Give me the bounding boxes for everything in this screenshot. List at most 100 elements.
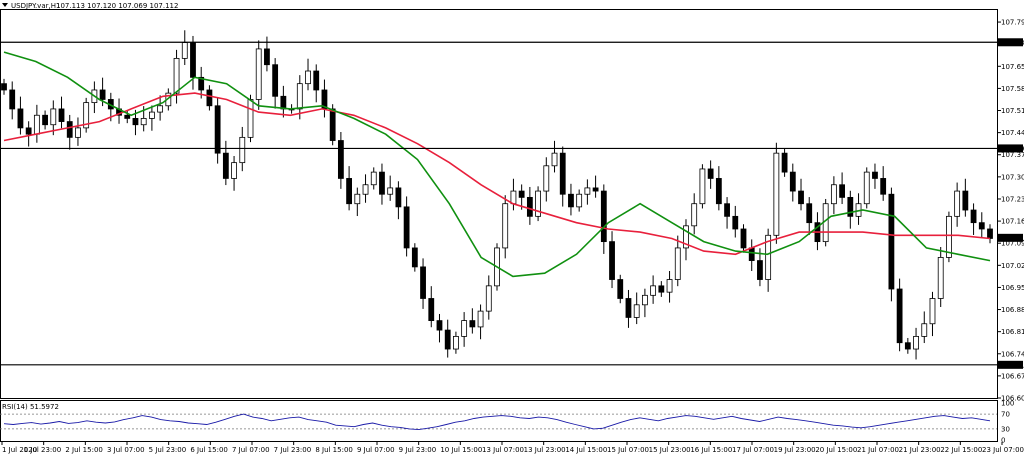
main-plot-area[interactable] <box>0 9 998 399</box>
candle-body-bear <box>444 329 451 350</box>
candle-body-bear <box>17 108 24 129</box>
candle-body-bear <box>707 168 714 179</box>
candle <box>904 337 911 354</box>
candle <box>913 327 919 360</box>
candle-body-bear <box>732 215 739 230</box>
price-tick-label: 107.165 <box>1001 218 1024 226</box>
candle-body-bull <box>642 294 648 306</box>
price-tick-label: 106.885 <box>1001 306 1024 314</box>
candle-body-bear <box>978 222 985 230</box>
candle <box>978 212 985 238</box>
candle-body-bull <box>50 108 57 126</box>
price-tick-label: 107.095 <box>1001 240 1024 248</box>
candle-body-bear <box>420 266 426 299</box>
candle <box>83 97 90 133</box>
candle <box>461 312 468 347</box>
candle-body-bull <box>148 111 155 119</box>
candle-body-bear <box>962 190 969 211</box>
time-tick-label: 13 Jul 23:00 <box>524 446 566 454</box>
candle-body-bear <box>1 83 7 91</box>
candle-body-bear <box>839 184 845 198</box>
candle-body-bear <box>313 70 320 91</box>
candle <box>798 178 804 211</box>
candle <box>863 167 870 209</box>
candle-body-bear <box>896 288 903 344</box>
candle <box>75 117 81 146</box>
time-tick-label: 6 Jul 15:00 <box>190 446 228 454</box>
time-tick-label: 8 Jul 15:00 <box>315 446 353 454</box>
candle-body-bull <box>765 234 772 280</box>
candle-body-bull <box>633 304 640 318</box>
candle-body-bear <box>987 228 993 239</box>
candle-body-bear <box>757 260 763 280</box>
candle-body-bear <box>748 247 755 261</box>
candle <box>42 110 48 130</box>
candle-body-bull <box>239 136 246 164</box>
candle <box>157 95 164 121</box>
candle-body-bull <box>683 225 689 249</box>
candle-body-bull <box>305 70 311 85</box>
candle-body-bear <box>99 89 106 100</box>
candle-body-bear <box>436 320 443 331</box>
price-tick-label: 107.585 <box>1001 85 1024 93</box>
candle <box>17 96 24 135</box>
candle <box>428 286 435 328</box>
candle <box>272 58 279 109</box>
candle <box>765 228 772 292</box>
time-tick-label: 21 Jul 23:00 <box>899 446 941 454</box>
ohlc-values: 107.113 107.120 107.069 107.112 <box>56 2 178 10</box>
candle <box>658 281 665 297</box>
candle <box>444 319 451 358</box>
candle-body-bull <box>181 42 188 59</box>
candle-body-bear <box>798 190 804 205</box>
rsi-scale-label: 70 <box>1001 411 1010 419</box>
candle-body-bull <box>173 57 180 94</box>
rsi-label: RSI(14) 51.5972 <box>2 403 59 411</box>
time-tick-label: 10 Jul 15:00 <box>440 446 482 454</box>
level-price-tag <box>998 38 1023 47</box>
candle-body-bear <box>904 342 911 350</box>
candle-body-bull <box>140 118 147 126</box>
candle <box>337 131 344 189</box>
candle-body-bull <box>387 187 394 195</box>
price-tick-label: 107.375 <box>1001 151 1024 159</box>
time-tick-label: 2 Jul 15:00 <box>65 446 103 454</box>
candle <box>543 157 550 202</box>
time-tick-label: 7 Jul 23:00 <box>274 446 312 454</box>
time-tick-label: 13 Jul 07:00 <box>482 446 524 454</box>
candle-body-bear <box>411 247 418 268</box>
candle <box>609 231 615 289</box>
rsi-panel[interactable] <box>0 400 998 442</box>
moving-average-slow-line <box>3 92 991 256</box>
candle <box>296 75 303 120</box>
candle <box>370 167 377 190</box>
candle-body-bear <box>847 196 854 217</box>
candle <box>666 271 673 303</box>
candle-body-bull <box>674 247 681 280</box>
time-tick-label: 23 Jul 07:00 <box>982 446 1024 454</box>
candle-body-bear <box>888 193 895 290</box>
candle <box>379 163 385 205</box>
candle <box>715 166 722 211</box>
candle <box>781 148 788 177</box>
candle <box>387 175 394 201</box>
candle-body-bear <box>781 152 788 173</box>
candle <box>214 97 221 164</box>
candle <box>839 172 845 205</box>
candle <box>559 146 566 207</box>
price-tick-label: 106.815 <box>1001 328 1024 336</box>
candle-body-bear <box>206 89 213 107</box>
candle-body-bull <box>699 168 706 205</box>
time-tick-label: 22 Jul 15:00 <box>940 446 982 454</box>
candle-body-bull <box>485 285 492 312</box>
price-tick-label: 107.795 <box>1001 19 1024 27</box>
candle-body-bull <box>650 285 657 296</box>
candle <box>231 156 237 191</box>
triangle-down-icon[interactable] <box>2 3 8 7</box>
time-tick-label: 19 Jul 23:00 <box>774 446 816 454</box>
price-tick-label: 106.955 <box>1001 284 1024 292</box>
candle-body-bull <box>576 193 583 208</box>
candle <box>354 187 361 217</box>
